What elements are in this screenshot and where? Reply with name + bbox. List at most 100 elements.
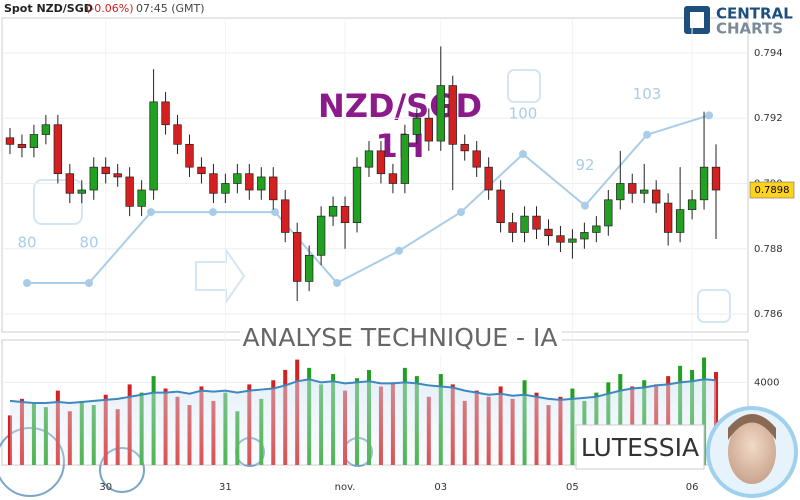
score-label: 92	[575, 156, 594, 174]
candle-body	[364, 150, 374, 168]
candle-body	[257, 176, 266, 191]
candle-body	[711, 166, 721, 191]
candle-body	[400, 134, 410, 184]
candle-body	[436, 85, 445, 142]
watermark-symbol: NZD/SGD	[318, 87, 482, 125]
candle-body	[137, 189, 146, 207]
candle-body	[687, 199, 697, 210]
score-point	[209, 208, 217, 217]
candle-body	[580, 232, 589, 240]
candle-body	[173, 124, 182, 145]
candle-body	[628, 183, 637, 194]
x-tick-label: 31	[219, 482, 232, 493]
y-tick-label: 0.788	[754, 244, 783, 255]
y-tick-label: 0.792	[754, 113, 783, 124]
candle-body	[544, 228, 553, 237]
candle-body	[352, 166, 362, 224]
plot: 0.7860.7880.7900.7920.79440003031nov.030…	[2, 18, 795, 493]
candle-body	[5, 137, 15, 145]
x-tick-label: nov.	[335, 482, 356, 493]
time: 07:45 (GMT)	[136, 2, 205, 15]
candle-body	[281, 199, 290, 233]
candle-body	[316, 215, 326, 256]
brand-box	[575, 424, 705, 470]
candle-body	[592, 225, 601, 233]
last-price-box	[749, 181, 795, 199]
candle-body	[472, 150, 481, 168]
score-point	[705, 111, 713, 120]
candle-body	[89, 166, 98, 191]
candle-body	[29, 134, 39, 148]
score-point	[85, 278, 93, 287]
candle-body	[556, 235, 565, 243]
score-label: 100	[509, 105, 538, 123]
candle-body	[185, 143, 194, 168]
candle-body	[197, 166, 206, 175]
title: Spot NZD/SGD	[4, 2, 93, 15]
score-point	[23, 278, 31, 287]
arrow-icon	[195, 246, 246, 306]
candle-body	[245, 173, 254, 191]
x-tick-label: 06	[686, 482, 699, 493]
candle-body	[376, 150, 386, 175]
brand: LUTESSIA	[581, 433, 699, 462]
candle-body	[652, 189, 661, 204]
candle-body	[269, 176, 278, 201]
logo-text: CENTRAL	[716, 5, 793, 23]
candle-body	[699, 166, 709, 201]
candle-body	[663, 202, 673, 233]
candle-body	[412, 117, 422, 135]
logo-icon	[690, 12, 704, 28]
y-tick-label: 0.786	[754, 309, 783, 320]
icon	[507, 69, 541, 103]
candle-body	[496, 189, 505, 224]
candle-body	[616, 183, 625, 201]
score-label: 80	[79, 233, 98, 251]
score-label: 103	[633, 85, 662, 103]
candle-body	[484, 166, 493, 191]
candle-body	[209, 173, 218, 194]
candle-body	[604, 199, 613, 227]
avatar-face	[728, 420, 776, 484]
score-point	[519, 150, 527, 159]
score-point	[457, 208, 465, 217]
candle-body	[77, 189, 86, 194]
change: (-0.06%)	[86, 2, 134, 15]
candle-body	[460, 143, 469, 152]
score-point	[581, 201, 589, 210]
candle-body	[113, 173, 122, 178]
candle-body	[340, 205, 350, 224]
candle-body	[568, 238, 577, 243]
y-tick-label: 0.794	[754, 48, 783, 59]
y-tick-label: 4000	[754, 377, 779, 388]
banner: ANALYSE TECHNIQUE - IA	[243, 323, 558, 352]
avatar	[706, 406, 798, 498]
candle-body	[233, 173, 242, 184]
score-point	[643, 130, 651, 139]
candle-body	[161, 101, 170, 126]
volume-ma-line	[9, 378, 717, 404]
candle-body	[65, 173, 74, 194]
score-point	[147, 208, 155, 217]
candle-body	[101, 166, 110, 175]
x-tick-label: 05	[566, 482, 579, 493]
candle-body	[640, 189, 649, 194]
icon	[697, 289, 731, 323]
candle-body	[293, 232, 302, 282]
candle-body	[520, 215, 529, 233]
logo: CENTRAL CHARTS	[684, 5, 793, 38]
candle-body	[41, 124, 51, 135]
score-line	[27, 114, 710, 285]
candle-body	[17, 143, 27, 148]
candle-body	[388, 173, 398, 184]
avatar-hair	[728, 414, 776, 440]
candle-body	[424, 117, 433, 142]
score-point	[271, 208, 279, 217]
candle-body	[675, 209, 685, 233]
candle-body	[304, 254, 314, 282]
candle-body	[532, 215, 541, 230]
x-tick-label: 03	[434, 482, 447, 493]
candle-body	[448, 85, 457, 145]
banner-back	[240, 322, 562, 354]
